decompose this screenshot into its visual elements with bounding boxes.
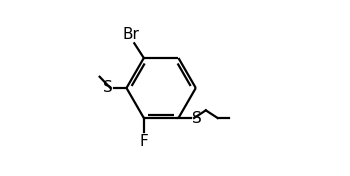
Text: S: S	[192, 111, 201, 125]
Text: S: S	[103, 80, 113, 96]
Text: F: F	[139, 134, 148, 149]
Text: Br: Br	[123, 27, 140, 42]
